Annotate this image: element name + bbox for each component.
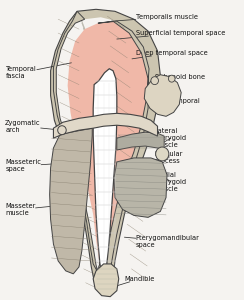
Text: Temporal
fascia: Temporal fascia <box>6 63 71 79</box>
Polygon shape <box>98 21 149 279</box>
Circle shape <box>156 147 169 161</box>
Text: Lateral
pterygoid
muscle: Lateral pterygoid muscle <box>155 128 187 148</box>
Text: Pterygomandibular
space: Pterygomandibular space <box>124 235 200 248</box>
Text: Zygomatic
arch: Zygomatic arch <box>5 120 62 133</box>
Polygon shape <box>117 132 164 150</box>
Text: Sphenoid bone: Sphenoid bone <box>155 74 205 82</box>
Text: Infratemporal
space: Infratemporal space <box>155 98 200 111</box>
Text: Hamular
process: Hamular process <box>155 152 183 164</box>
Text: Medial
pterygoid
muscle: Medial pterygoid muscle <box>155 172 187 192</box>
Polygon shape <box>51 9 160 294</box>
Polygon shape <box>68 21 148 279</box>
Polygon shape <box>144 75 181 116</box>
Text: Mandible: Mandible <box>107 276 155 289</box>
Polygon shape <box>93 264 119 297</box>
Polygon shape <box>53 11 111 279</box>
Circle shape <box>58 126 66 135</box>
Polygon shape <box>56 17 149 279</box>
Circle shape <box>168 75 175 82</box>
Text: Masseteric
space: Masseteric space <box>5 159 85 172</box>
Text: Temporalis muscle: Temporalis muscle <box>111 14 198 21</box>
Text: Superficial temporal space: Superficial temporal space <box>117 30 225 39</box>
Polygon shape <box>50 128 92 274</box>
Circle shape <box>151 77 158 85</box>
Polygon shape <box>93 69 117 277</box>
Polygon shape <box>53 113 158 138</box>
Text: Deep temporal space: Deep temporal space <box>132 50 207 59</box>
Polygon shape <box>114 158 167 218</box>
Text: Masseter
muscle: Masseter muscle <box>5 203 70 216</box>
